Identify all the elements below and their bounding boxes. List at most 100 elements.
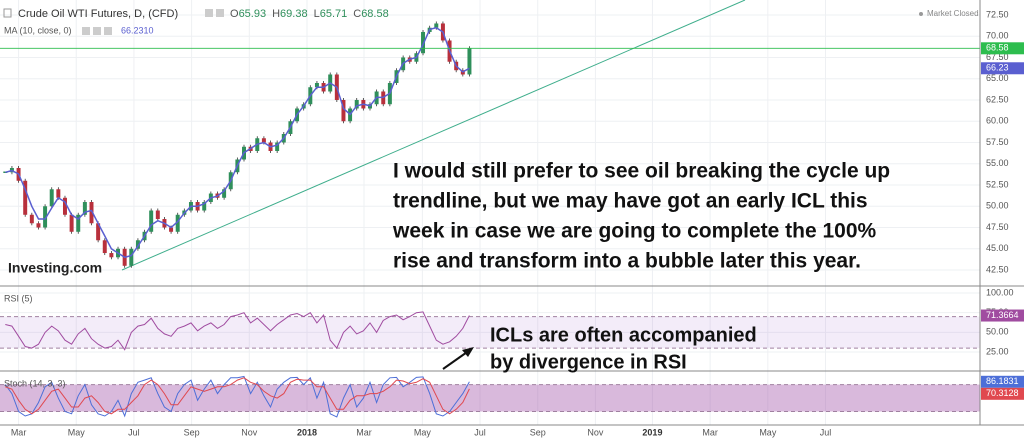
candle bbox=[43, 206, 48, 228]
ohlc-label: L bbox=[314, 8, 320, 20]
band bbox=[0, 316, 980, 349]
candle bbox=[354, 99, 359, 109]
annotation: rise and transform into a bubble later t… bbox=[393, 250, 861, 273]
annotation: ICLs are often accompanied bbox=[490, 324, 757, 346]
ohlc-label: H bbox=[272, 8, 280, 20]
candle bbox=[62, 197, 67, 215]
icon[interactable] bbox=[205, 9, 213, 17]
icon[interactable] bbox=[104, 27, 112, 35]
candle bbox=[261, 138, 266, 143]
candle bbox=[102, 240, 107, 254]
ohlc-label: C bbox=[353, 8, 361, 20]
x-tick-label: 2019 bbox=[642, 427, 662, 437]
candle bbox=[175, 214, 180, 232]
x-tick-label: 2018 bbox=[297, 427, 317, 437]
x-tick-label: May bbox=[414, 427, 432, 437]
grid bbox=[0, 0, 980, 425]
candle bbox=[314, 82, 319, 88]
ohlc-value: 65.71 bbox=[320, 8, 348, 20]
rsi-tick-label: 50.00 bbox=[986, 327, 1009, 337]
y-tick-label: 45.00 bbox=[986, 243, 1009, 253]
icon[interactable] bbox=[82, 27, 90, 35]
x-tick-label: Mar bbox=[702, 427, 718, 437]
y-tick-label: 57.50 bbox=[986, 137, 1009, 147]
y-tick-label: 62.50 bbox=[986, 94, 1009, 104]
rsi-tick-label: 25.00 bbox=[986, 346, 1009, 356]
line bbox=[4, 375, 470, 418]
candle bbox=[129, 248, 134, 266]
x-tick-label: Jul bbox=[820, 427, 832, 437]
y-tick-label: 50.00 bbox=[986, 201, 1009, 211]
rsi-title: RSI (5) bbox=[4, 293, 33, 303]
annotation: by divergence in RSI bbox=[490, 351, 687, 373]
status-dot bbox=[919, 12, 923, 16]
icon[interactable] bbox=[216, 9, 224, 17]
candle bbox=[275, 142, 280, 152]
price-box bbox=[981, 387, 1024, 400]
icon[interactable] bbox=[93, 27, 101, 35]
price-box-label: 66.23 bbox=[986, 63, 1009, 73]
candle bbox=[467, 48, 472, 75]
price-box bbox=[981, 62, 1024, 75]
trendline bbox=[121, 0, 746, 271]
collapse-icon[interactable] bbox=[3, 8, 12, 18]
x-tick-label: Sep bbox=[184, 427, 200, 437]
y-tick-label: 70.00 bbox=[986, 31, 1009, 41]
arrow-head bbox=[462, 347, 474, 357]
annotation: trendline, but we may have got an early … bbox=[393, 190, 868, 213]
x-tick-label: Nov bbox=[241, 427, 258, 437]
x-tick-label: Jul bbox=[474, 427, 486, 437]
candle bbox=[169, 227, 174, 232]
candle bbox=[36, 223, 41, 228]
candle bbox=[421, 31, 426, 54]
logo: Investing.com bbox=[8, 260, 102, 276]
candle bbox=[29, 214, 34, 224]
symbol-title: Crude Oil WTI Futures, D, (CFD) bbox=[18, 8, 178, 20]
ohlc-label: O bbox=[230, 8, 239, 20]
candle bbox=[222, 189, 227, 198]
candle bbox=[49, 189, 54, 207]
ohlc-legend: O65.93 H69.38 L65.71 C68.58 bbox=[230, 8, 389, 20]
ohlc-value: 68.58 bbox=[361, 8, 389, 20]
y-tick-label: 65.00 bbox=[986, 73, 1009, 83]
x-tick-label: Nov bbox=[587, 427, 604, 437]
candle bbox=[69, 214, 74, 232]
y-tick-label: 72.50 bbox=[986, 9, 1009, 19]
x-tick-label: Jul bbox=[128, 427, 140, 437]
ma-title: MA (10, close, 0) bbox=[4, 25, 72, 35]
y-tick-label: 67.50 bbox=[986, 52, 1009, 62]
price-box bbox=[981, 375, 1024, 388]
x-tick-label: May bbox=[759, 427, 777, 437]
y-tick-label: 55.00 bbox=[986, 158, 1009, 168]
ohlc-value: 69.38 bbox=[280, 8, 308, 20]
candle bbox=[89, 202, 94, 224]
stoch-title: Stoch (14, 3, 3) bbox=[4, 378, 66, 388]
ma-value: 66.2310 bbox=[121, 25, 154, 35]
price-box-label: 70.3128 bbox=[986, 388, 1019, 398]
price-box bbox=[981, 42, 1024, 55]
rsi-tick-label: 100.00 bbox=[986, 287, 1014, 297]
y-tick-label: 42.50 bbox=[986, 264, 1009, 274]
price-box-label: 86.1831 bbox=[986, 376, 1019, 386]
plot bbox=[0, 21, 980, 418]
y-tick-label: 47.50 bbox=[986, 222, 1009, 232]
candle bbox=[96, 223, 101, 241]
x-tick-label: May bbox=[68, 427, 86, 437]
candle bbox=[341, 99, 346, 122]
candle bbox=[82, 202, 87, 215]
candle bbox=[135, 240, 140, 249]
band bbox=[0, 384, 980, 412]
candle bbox=[76, 214, 81, 232]
ohlc-value: 65.93 bbox=[239, 8, 267, 20]
line bbox=[5, 26, 470, 259]
candle bbox=[109, 253, 114, 258]
candle bbox=[155, 210, 160, 220]
annotation: I would still prefer to see oil breaking… bbox=[393, 160, 890, 183]
x-tick-label: Sep bbox=[530, 427, 546, 437]
candle bbox=[202, 202, 207, 211]
annotation: week in case we are going to complete th… bbox=[392, 220, 877, 243]
x-tick-label: Mar bbox=[356, 427, 372, 437]
x-tick-label: Mar bbox=[11, 427, 27, 437]
price-box-label: 71.3664 bbox=[986, 310, 1019, 320]
